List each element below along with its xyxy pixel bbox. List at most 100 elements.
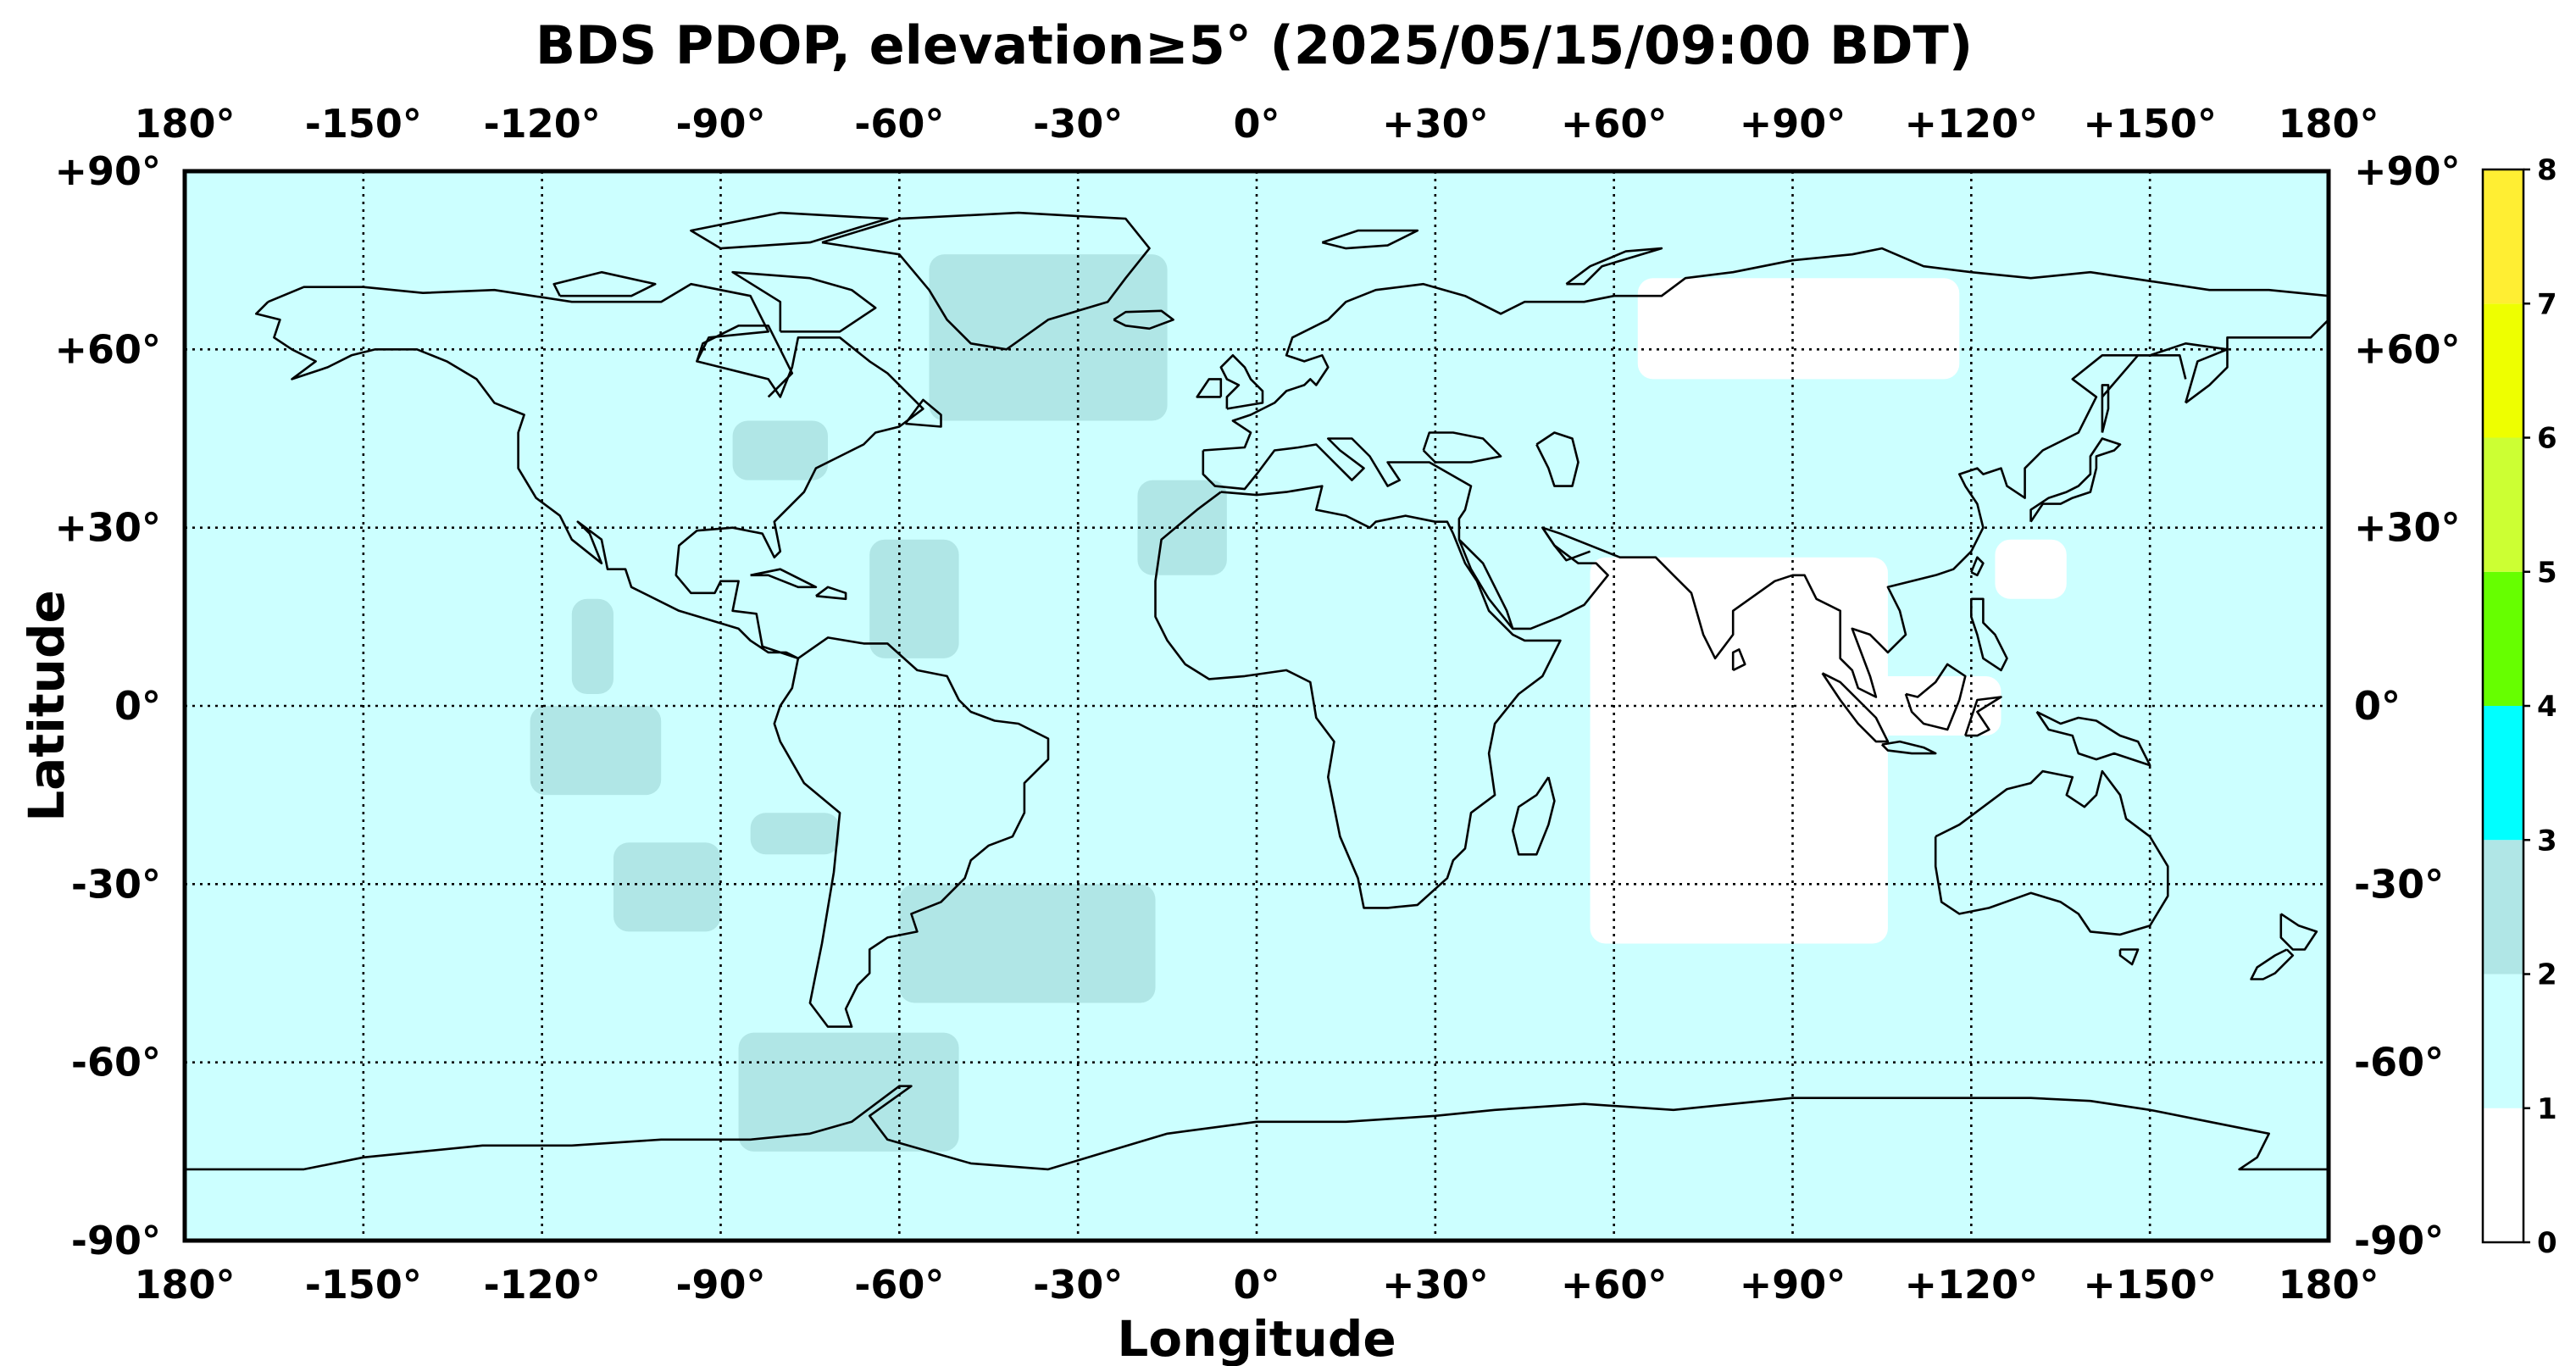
tasmania-coast — [2118, 948, 2140, 966]
plot-frame — [182, 169, 2331, 1243]
novaya-zemlya-coast — [1565, 247, 1663, 286]
x-tick-label-top: +120° — [1905, 101, 2039, 147]
java-coast — [1880, 740, 1937, 755]
colorbar-bin-6 — [2483, 303, 2523, 438]
y-tick-label-left: -30° — [71, 861, 161, 907]
y-tick-label-right: +30° — [2354, 505, 2461, 551]
y-tick-label-left: -90° — [71, 1218, 161, 1263]
pdop-region-12 — [1995, 539, 2067, 599]
y-tick-label-right: 0° — [2354, 683, 2401, 729]
x-axis-label: Longitude — [1117, 1310, 1396, 1366]
uk-coast — [1219, 354, 1264, 410]
taiwan-coast — [1970, 556, 1985, 577]
colorbar-bin-4 — [2483, 571, 2523, 706]
colorbar-tick-label: 8 — [2537, 153, 2557, 187]
borneo-coast — [1904, 663, 1967, 731]
x-tick-label-top: -150° — [305, 101, 422, 147]
x-tick-label-top: +90° — [1740, 101, 1846, 147]
colorbar-tick-label: 3 — [2537, 824, 2557, 858]
y-tick-label-left: +90° — [54, 148, 161, 194]
x-tick-label-bottom: 180° — [2278, 1262, 2379, 1308]
top-longitude-ticks: 180° -150° -120° -90° -60° -30° 0° +30° +60° +90°… — [134, 101, 2379, 147]
pdop-region-8 — [899, 884, 1156, 1003]
x-tick-label-bottom: +60° — [1561, 1262, 1668, 1308]
colorbar-bin-7 — [2483, 169, 2523, 304]
japan-coast — [2029, 437, 2122, 523]
colorbar-bin-0 — [2483, 1108, 2523, 1242]
x-tick-label-top: -120° — [484, 101, 601, 147]
x-tick-label-top: 0° — [1233, 101, 1280, 147]
x-tick-label-top: -30° — [1033, 101, 1123, 147]
pdop-region-4 — [530, 706, 662, 796]
pdop-region-1 — [732, 420, 828, 480]
pdop-region-5 — [613, 842, 721, 932]
x-tick-label-bottom: +150° — [2083, 1262, 2217, 1308]
y-tick-label-right: -60° — [2354, 1040, 2444, 1086]
africa-coast — [1154, 485, 1562, 909]
hispaniola-coast — [815, 586, 847, 601]
x-tick-label-bottom: -120° — [484, 1262, 601, 1308]
hudson-bay-inner — [696, 325, 794, 398]
x-tick-label-top: +30° — [1382, 101, 1489, 147]
pdop-region-11 — [1637, 278, 1960, 380]
colorbar-bin-1 — [2483, 974, 2523, 1108]
right-latitude-ticks: +90° +60° +30° 0° -30° -60° -90° — [2354, 148, 2461, 1263]
philippines-coast — [1970, 597, 2008, 672]
x-tick-label-top: 180° — [2278, 101, 2379, 147]
new-guinea-coast — [2035, 710, 2151, 767]
new-zealand-south-coast — [2250, 948, 2295, 980]
x-tick-label-top: 180° — [134, 101, 235, 147]
pdop-regions — [530, 254, 2067, 1152]
colorbar-tick-label: 2 — [2537, 958, 2557, 992]
x-tick-label-bottom: -60° — [854, 1262, 944, 1308]
x-tick-label-top: -90° — [675, 101, 765, 147]
pdop-region-0 — [929, 254, 1168, 421]
x-tick-label-bottom: +90° — [1740, 1262, 1846, 1308]
y-tick-label-right: +90° — [2354, 148, 2461, 194]
caspian-coast — [1535, 431, 1579, 487]
colorbar-tick-label: 4 — [2537, 690, 2557, 724]
chart-title: BDS PDOP, elevation≥5° (2025/05/15/09:00… — [536, 14, 1973, 76]
eurasia-coast — [1202, 247, 2330, 698]
graticule-grid — [185, 171, 2329, 1241]
red-sea-inner — [1457, 539, 1514, 630]
colorbar-tick-label: 7 — [2537, 287, 2557, 321]
colorbar-bin-2 — [2483, 840, 2523, 975]
kamchatka-coast — [2185, 348, 2229, 404]
x-tick-label-top: +150° — [2083, 101, 2217, 147]
baffin-coast — [731, 270, 877, 333]
madagascar-coast — [1511, 776, 1556, 856]
y-tick-label-left: +60° — [54, 326, 161, 372]
colorbar-bin-5 — [2483, 437, 2523, 572]
black-sea-coast — [1422, 431, 1502, 464]
colorbar-tick-label: 6 — [2537, 422, 2557, 456]
x-tick-label-bottom: -90° — [675, 1262, 765, 1308]
pdop-region-7 — [750, 813, 841, 855]
persian-gulf-inner — [1541, 526, 1591, 562]
new-zealand-coast — [2279, 913, 2318, 951]
y-tick-label-left: 0° — [114, 683, 161, 729]
cuba-coast — [750, 568, 818, 589]
x-tick-label-bottom: 0° — [1233, 1262, 1280, 1308]
colorbar-tick-label: 0 — [2537, 1226, 2557, 1260]
sri-lanka-coast — [1731, 648, 1746, 672]
x-tick-label-bottom: -30° — [1033, 1262, 1123, 1308]
y-tick-label-left: +30° — [54, 505, 161, 551]
y-tick-label-right: -90° — [2354, 1218, 2444, 1263]
x-tick-label-top: +60° — [1561, 101, 1668, 147]
y-tick-label-right: +60° — [2354, 326, 2461, 372]
pdop-region-6 — [571, 598, 613, 694]
sea-of-okhotsk-inner — [2101, 354, 2187, 398]
x-tick-label-top: -60° — [854, 101, 944, 147]
pdop-region-9 — [738, 1032, 959, 1152]
pdop-region-3 — [869, 539, 959, 658]
north-america-coast — [255, 282, 924, 660]
victoria-island-coast — [552, 270, 657, 297]
colorbar-tick-label: 1 — [2537, 1092, 2557, 1126]
iceland-coast — [1113, 309, 1174, 330]
colorbar-tick-label: 5 — [2537, 556, 2557, 590]
pdop-region-10 — [1590, 557, 1888, 944]
y-axis-label: Latitude — [18, 590, 75, 822]
x-tick-label-bottom: +30° — [1382, 1262, 1489, 1308]
